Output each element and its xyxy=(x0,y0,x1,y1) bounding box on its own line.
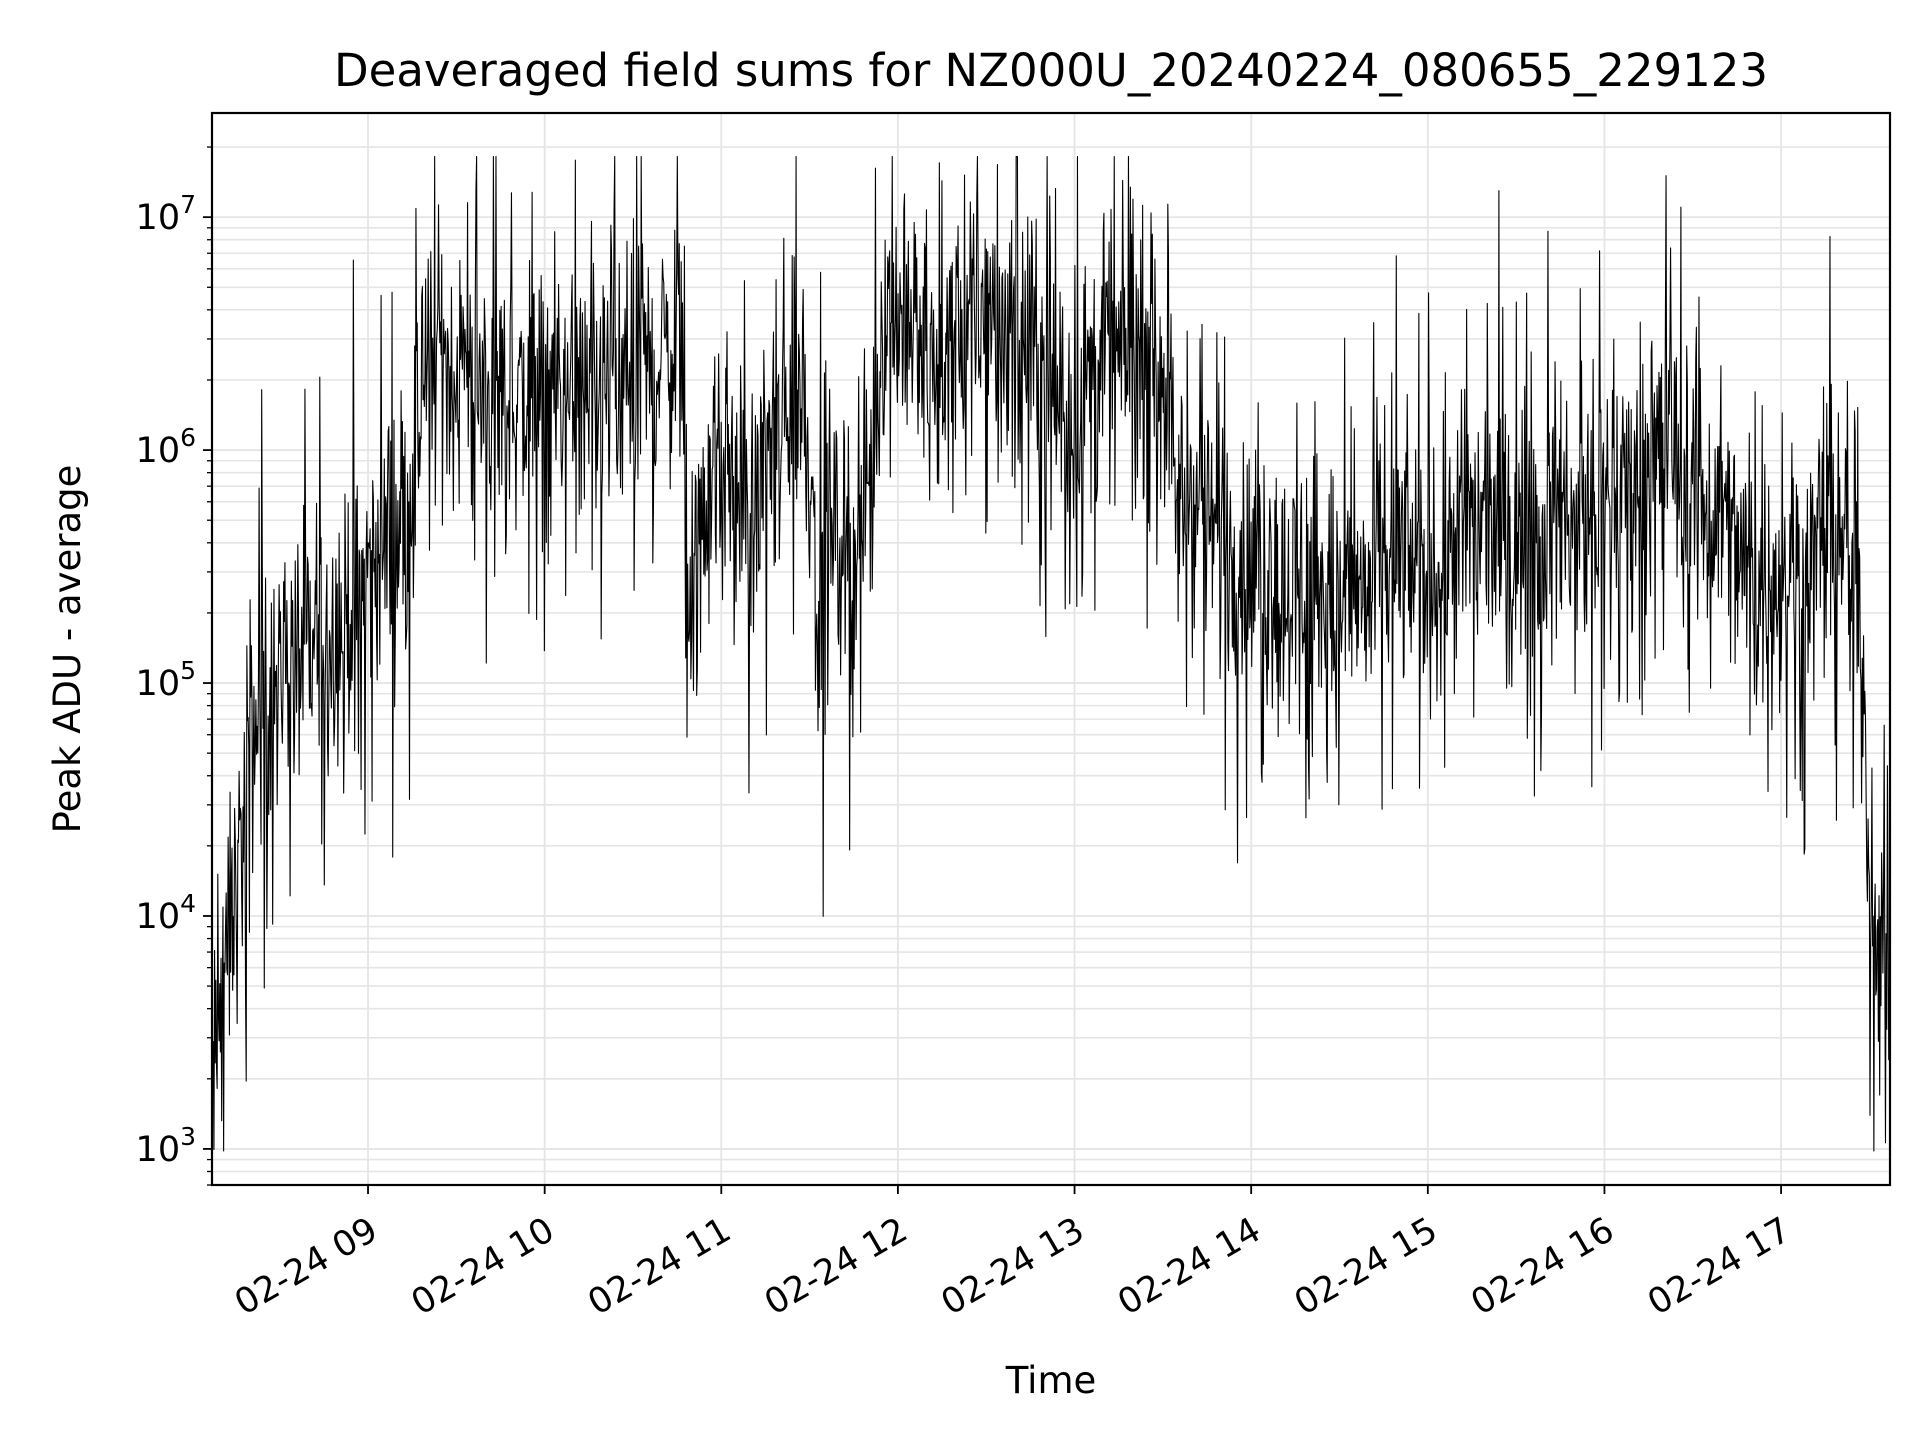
y-tick-exponent: 6 xyxy=(180,423,196,452)
series xyxy=(211,156,1891,1152)
y-tick-label: 103 xyxy=(136,1122,196,1170)
y-tick-label: 106 xyxy=(136,423,196,471)
plot-frame xyxy=(210,111,1892,1187)
y-tick-exponent: 5 xyxy=(180,656,196,685)
x-axis-label: Time xyxy=(1005,1359,1097,1402)
chart-title: Deaveraged field sums for NZ000U_2024022… xyxy=(334,44,1768,97)
y-tick-exponent: 7 xyxy=(180,190,196,219)
y-tick-label: 107 xyxy=(136,190,196,238)
y-axis-label: Peak ADU - average xyxy=(46,465,89,834)
y-tick-base: 10 xyxy=(136,897,181,937)
y-tick-label: 105 xyxy=(136,656,196,704)
y-tick-base: 10 xyxy=(136,1130,181,1170)
y-tick-base: 10 xyxy=(136,431,181,471)
y-tick-base: 10 xyxy=(136,198,181,238)
series-line xyxy=(211,156,1891,1152)
y-tick-label: 104 xyxy=(136,889,196,937)
y-tick-base: 10 xyxy=(136,664,181,704)
y-tick-exponent: 3 xyxy=(180,1122,196,1151)
y-tick-exponent: 4 xyxy=(180,889,196,918)
